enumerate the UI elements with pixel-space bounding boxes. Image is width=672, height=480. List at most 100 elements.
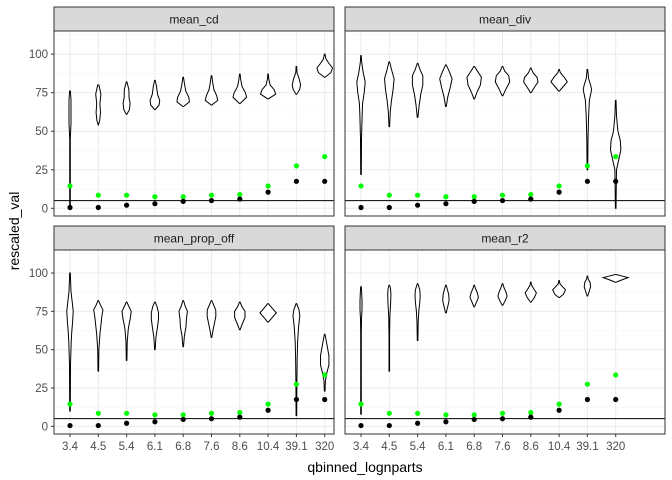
green-point: [322, 154, 328, 160]
black-point: [386, 422, 392, 429]
y-tick-label: 75: [35, 88, 48, 100]
violin-5-4: [121, 301, 132, 361]
black-point: [265, 407, 271, 413]
black-point: [237, 414, 243, 420]
black-point: [293, 396, 299, 403]
violin-8-6: [232, 73, 248, 104]
green-point: [471, 412, 477, 418]
facet-panel-mean-cd: mean_cd 0 25 50 75 100: [29, 6, 335, 217]
black-point: [471, 416, 477, 423]
violin-5-4: [414, 283, 421, 341]
violin-3-4: [68, 90, 72, 209]
violin-320: [601, 274, 630, 283]
black-point: [613, 178, 619, 184]
green-point: [208, 410, 215, 416]
violin-39-1: [292, 303, 301, 417]
violin-3-4: [356, 55, 366, 175]
x-tick-label: 39.1: [576, 441, 598, 453]
violin-5-4: [122, 81, 131, 115]
violin-8-6: [234, 301, 246, 331]
x-tick-label: 320: [315, 441, 334, 453]
black-point: [471, 198, 477, 204]
violin-3-4: [359, 286, 363, 415]
green-point: [556, 183, 562, 189]
violin-6-8: [469, 284, 479, 308]
black-point: [499, 416, 506, 422]
x-tick-label: 6.8: [175, 441, 191, 453]
y-tick-label: 0: [42, 421, 48, 433]
violin-39-1: [583, 275, 592, 297]
green-point: [528, 191, 534, 198]
facet-panel-mean-prop-off: mean_prop_off 0 25 50 75 100 3.4 4.5 5.4 6.1 6.8 7.…: [29, 225, 335, 453]
y-axis-title: rescaled_val: [6, 192, 22, 271]
black-point: [556, 189, 562, 195]
violin-6-1: [150, 301, 159, 351]
x-tick-label: 10.4: [257, 441, 280, 453]
black-point: [528, 414, 534, 420]
black-point: [443, 419, 449, 425]
green-point: [152, 412, 158, 418]
violin-10-4: [259, 73, 277, 100]
black-point: [584, 396, 591, 403]
black-point: [237, 196, 243, 202]
facet-panel-mean-r2: mean_r2 3.4 4.5 5.4 6.1 6.8 7.6 8.6 10.4 39.1 320: [344, 225, 666, 453]
black-point: [180, 416, 186, 423]
black-point: [386, 204, 392, 211]
black-point: [443, 201, 449, 207]
green-point: [265, 183, 271, 189]
black-point: [67, 422, 73, 429]
black-point: [528, 196, 534, 202]
x-tick-label: 5.4: [119, 441, 136, 453]
green-point: [613, 154, 619, 160]
black-point: [152, 201, 158, 207]
y-tick-label: 100: [29, 49, 48, 61]
green-point: [471, 194, 477, 200]
green-point: [499, 192, 506, 198]
black-point: [322, 396, 328, 403]
green-point: [556, 401, 562, 407]
violin-8-6: [524, 281, 537, 303]
y-tick-label: 50: [35, 345, 48, 357]
green-point: [584, 381, 591, 387]
plot-background: [345, 31, 665, 216]
violin-7-6: [494, 65, 511, 97]
violin-4-5: [95, 84, 102, 126]
violin-7-6: [497, 283, 508, 306]
x-tick-label: 39.1: [285, 441, 307, 453]
facet-strip: [53, 6, 335, 32]
violin-4-5: [387, 284, 392, 372]
green-point: [124, 192, 130, 198]
x-tick-label: 6.8: [466, 441, 482, 453]
violin-6-1: [439, 64, 453, 108]
green-point: [152, 194, 158, 200]
green-point: [293, 163, 299, 169]
black-point: [358, 204, 364, 211]
violin-8-6: [523, 67, 539, 94]
x-tick-label: 3.4: [353, 441, 370, 453]
green-point: [358, 183, 364, 189]
green-point: [322, 372, 328, 378]
black-point: [358, 422, 364, 429]
green-point: [208, 192, 215, 198]
plot-background: [54, 31, 334, 216]
violin-4-5: [93, 300, 104, 372]
green-point: [95, 192, 101, 198]
black-point: [322, 178, 328, 184]
violin-5-4: [411, 62, 424, 118]
x-tick-label: 320: [606, 441, 625, 453]
violin-6-8: [466, 65, 482, 100]
y-tick-label: 50: [35, 126, 48, 138]
black-point: [95, 422, 101, 429]
black-point: [293, 178, 299, 184]
green-point: [528, 409, 534, 416]
facet-strip-label: mean_r2: [481, 232, 529, 246]
green-point: [386, 192, 392, 198]
y-tick-label: 75: [35, 306, 48, 318]
panel-border: [344, 30, 666, 217]
green-point: [415, 410, 421, 416]
x-tick-label: 3.4: [62, 441, 79, 453]
x-tick-label: 6.1: [147, 441, 163, 453]
violin-4-5: [383, 61, 395, 128]
black-point: [95, 204, 101, 211]
